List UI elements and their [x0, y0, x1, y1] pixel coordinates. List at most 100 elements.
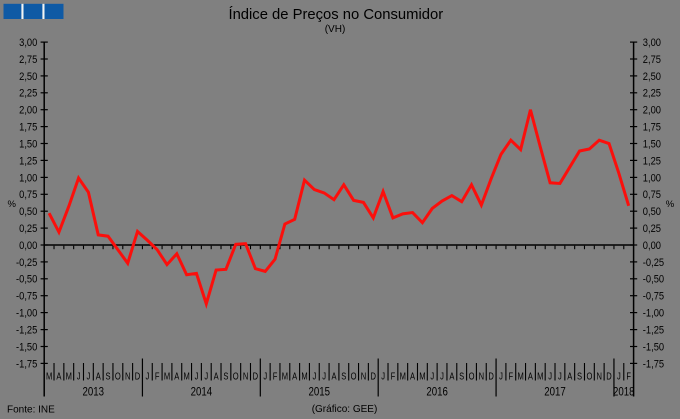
svg-text:1,00: 1,00: [643, 173, 661, 185]
svg-text:-1,50: -1,50: [16, 342, 37, 354]
svg-text:F: F: [155, 370, 160, 381]
svg-text:0,00: 0,00: [19, 240, 37, 252]
svg-text:1,75: 1,75: [643, 122, 661, 134]
svg-text:M: M: [517, 370, 523, 381]
svg-text:D: D: [606, 370, 611, 381]
svg-text:S: S: [106, 370, 111, 381]
svg-text:A: A: [56, 370, 61, 381]
svg-text:1,50: 1,50: [19, 139, 37, 151]
svg-text:A: A: [528, 370, 533, 381]
svg-text:F: F: [508, 370, 513, 381]
svg-text:A: A: [410, 370, 415, 381]
svg-text:F: F: [273, 370, 278, 381]
svg-text:2,75: 2,75: [19, 54, 37, 66]
svg-text:J: J: [548, 370, 552, 381]
svg-text:N: N: [596, 370, 601, 381]
svg-text:M: M: [537, 370, 543, 381]
svg-text:Índice de Preços no Consumidor: Índice de Preços no Consumidor: [228, 6, 443, 23]
svg-text:O: O: [233, 370, 239, 381]
svg-text:S: S: [223, 370, 228, 381]
svg-text:2017: 2017: [544, 386, 566, 399]
svg-text:1,00: 1,00: [19, 173, 37, 185]
svg-text:2,50: 2,50: [19, 71, 37, 83]
svg-text:0,00: 0,00: [643, 240, 661, 252]
svg-text:D: D: [371, 370, 376, 381]
svg-text:Fonte: INE: Fonte: INE: [7, 405, 55, 416]
svg-text:A: A: [292, 370, 297, 381]
svg-text:A: A: [96, 370, 101, 381]
svg-text:1,50: 1,50: [643, 139, 661, 151]
svg-text:-1,50: -1,50: [643, 342, 664, 354]
svg-text:A: A: [449, 370, 454, 381]
svg-text:J: J: [440, 370, 444, 381]
svg-text:1,25: 1,25: [643, 156, 661, 168]
svg-text:-0,25: -0,25: [643, 257, 664, 269]
svg-text:N: N: [479, 370, 484, 381]
svg-text:M: M: [46, 370, 52, 381]
svg-text:J: J: [204, 370, 208, 381]
svg-text:-1,75: -1,75: [643, 359, 664, 371]
svg-text:M: M: [400, 370, 406, 381]
svg-text:M: M: [282, 370, 288, 381]
svg-text:-1,00: -1,00: [16, 308, 37, 320]
svg-text:0,75: 0,75: [643, 189, 661, 201]
svg-text:N: N: [125, 370, 130, 381]
svg-text:S: S: [459, 370, 464, 381]
svg-text:O: O: [351, 370, 357, 381]
svg-text:M: M: [66, 370, 72, 381]
svg-text:J: J: [499, 370, 503, 381]
svg-text:2013: 2013: [83, 386, 105, 399]
svg-text:0,50: 0,50: [19, 206, 37, 218]
svg-text:%: %: [7, 199, 16, 210]
svg-text:-0,50: -0,50: [16, 274, 37, 286]
svg-text:%: %: [666, 199, 675, 210]
svg-text:-0,50: -0,50: [643, 274, 664, 286]
svg-text:-1,25: -1,25: [643, 325, 664, 337]
svg-text:J: J: [381, 370, 385, 381]
svg-text:M: M: [419, 370, 425, 381]
svg-text:F: F: [391, 370, 396, 381]
svg-text:2,50: 2,50: [643, 71, 661, 83]
svg-text:D: D: [135, 370, 140, 381]
svg-text:0,25: 0,25: [19, 223, 37, 235]
svg-text:-1,25: -1,25: [16, 325, 37, 337]
svg-text:M: M: [301, 370, 307, 381]
svg-text:1,75: 1,75: [19, 122, 37, 134]
svg-text:J: J: [312, 370, 316, 381]
svg-text:J: J: [322, 370, 326, 381]
svg-text:2016: 2016: [426, 386, 448, 399]
svg-text:(Gráfico: GEE): (Gráfico: GEE): [312, 404, 378, 415]
svg-text:J: J: [145, 370, 149, 381]
svg-text:A: A: [331, 370, 336, 381]
svg-text:-0,75: -0,75: [16, 291, 37, 303]
svg-text:O: O: [469, 370, 475, 381]
svg-text:J: J: [430, 370, 434, 381]
svg-text:D: D: [488, 370, 493, 381]
svg-text:-1,75: -1,75: [16, 359, 37, 371]
svg-text:0,50: 0,50: [643, 206, 661, 218]
svg-text:-0,75: -0,75: [643, 291, 664, 303]
svg-text:F: F: [626, 370, 631, 381]
svg-text:0,25: 0,25: [643, 223, 661, 235]
svg-text:(VH): (VH): [325, 24, 346, 35]
svg-text:3,00: 3,00: [19, 37, 37, 49]
svg-text:D: D: [253, 370, 258, 381]
svg-text:A: A: [174, 370, 179, 381]
svg-text:S: S: [341, 370, 346, 381]
svg-text:M: M: [183, 370, 189, 381]
svg-text:2,00: 2,00: [643, 105, 661, 117]
svg-text:2018: 2018: [613, 386, 635, 399]
svg-text:O: O: [586, 370, 592, 381]
svg-text:-0,25: -0,25: [16, 257, 37, 269]
svg-text:J: J: [195, 370, 199, 381]
svg-text:J: J: [87, 370, 91, 381]
svg-text:J: J: [558, 370, 562, 381]
svg-text:S: S: [577, 370, 582, 381]
svg-text:N: N: [243, 370, 248, 381]
svg-text:2,25: 2,25: [643, 88, 661, 100]
svg-text:1,25: 1,25: [19, 156, 37, 168]
svg-text:A: A: [214, 370, 219, 381]
svg-text:-1,00: -1,00: [643, 308, 664, 320]
svg-text:3,00: 3,00: [643, 37, 661, 49]
svg-text:N: N: [361, 370, 366, 381]
